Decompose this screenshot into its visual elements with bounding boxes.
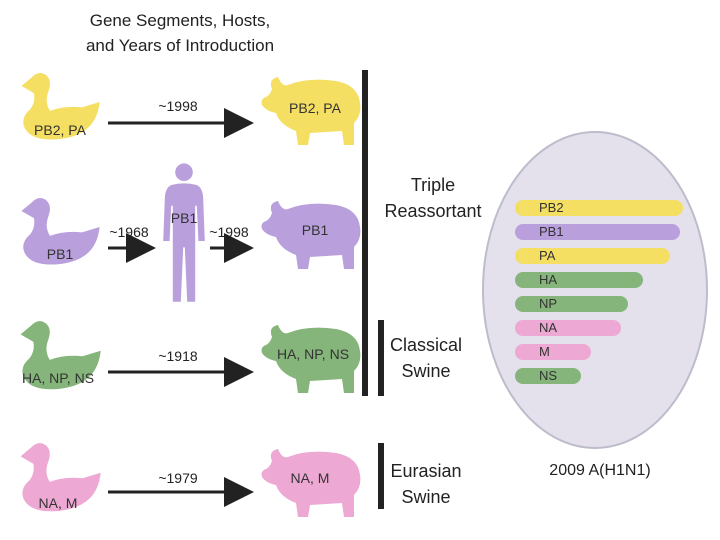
segment-bar-ns: NS [515, 368, 581, 384]
year-row2-to-human: ~1968 [109, 224, 149, 240]
year-row2: ~1998 [209, 224, 249, 240]
human-label: PB1 [170, 210, 198, 226]
group-classical-line2: Swine [401, 361, 451, 381]
group-triple-reassortant: Triple Reassortant [378, 172, 488, 224]
year-row3: ~1918 [158, 348, 198, 364]
bracket-classical [378, 320, 384, 396]
segment-bar-m: M [515, 344, 591, 360]
group-eurasian-line2: Swine [401, 487, 451, 507]
segment-bar-ha: HA [515, 272, 643, 288]
pig-label-row3: HA, NP, NS [276, 346, 350, 362]
title-line-2: and Years of Introduction [85, 36, 275, 55]
bracket-eurasian [378, 443, 384, 509]
bird-label-row3: HA, NP, NS [21, 370, 95, 386]
bird-label-row2: PB1 [46, 246, 74, 262]
bird-label-row1: PB2, PA [34, 122, 86, 138]
segment-bar-pb1: PB1 [515, 224, 680, 240]
pig-label-row4: NA, M [290, 470, 330, 486]
year-row4: ~1979 [158, 470, 198, 486]
human-icon [163, 163, 205, 302]
virus-ellipse [482, 131, 708, 449]
year-row1: ~1998 [158, 98, 198, 114]
group-classical-line1: Classical [389, 335, 463, 355]
pig-label-row1: PB2, PA [289, 100, 341, 116]
bracket-triple [362, 70, 368, 396]
segment-bar-pb2: PB2 [515, 200, 683, 216]
group-eurasian-line1: Eurasian [390, 461, 462, 481]
segment-bar-pa: PA [515, 248, 670, 264]
group-classical-swine: Classical Swine [386, 332, 466, 384]
diagram-title: Gene Segments, Hosts, and Years of Intro… [70, 8, 290, 58]
segment-bar-np: NP [515, 296, 628, 312]
group-triple-line2: Reassortant [384, 201, 482, 221]
virus-label: 2009 A(H1N1) [549, 462, 651, 479]
title-line-1: Gene Segments, Hosts, [89, 11, 271, 30]
pig-label-row2: PB1 [301, 222, 329, 238]
group-triple-line1: Triple [410, 175, 456, 195]
group-eurasian-swine: Eurasian Swine [386, 458, 466, 510]
bird-label-row4: NA, M [38, 495, 78, 511]
segment-bar-na: NA [515, 320, 621, 336]
